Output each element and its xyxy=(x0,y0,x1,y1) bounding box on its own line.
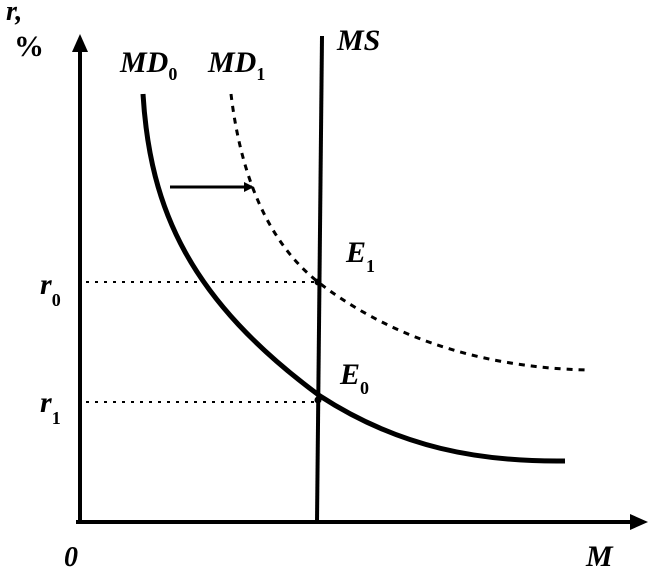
money-demand-curve-shifted xyxy=(229,93,591,372)
y-axis-label: r, xyxy=(6,0,22,27)
y-axis-arrowhead xyxy=(72,34,88,52)
origin-label: 0 xyxy=(64,542,78,572)
equilibrium-label-initial: E0 xyxy=(339,358,369,398)
money-demand-label-shifted: MD1 xyxy=(207,46,265,84)
x-axis-arrowhead xyxy=(630,514,648,530)
equilibrium-label-shifted: E1 xyxy=(345,236,375,276)
money-supply-label: MS xyxy=(336,24,380,57)
rate-label-shifted: r1 xyxy=(40,386,61,428)
money-demand-curve-initial xyxy=(140,93,566,464)
x-axis-label: M xyxy=(585,540,614,572)
equilibrium-point-shifted xyxy=(314,278,322,286)
y-axis-unit: % xyxy=(14,30,44,63)
money-demand-label-initial: MD0 xyxy=(119,46,177,84)
equilibrium-point-initial xyxy=(314,396,322,404)
rate-label-initial: r0 xyxy=(40,268,61,310)
